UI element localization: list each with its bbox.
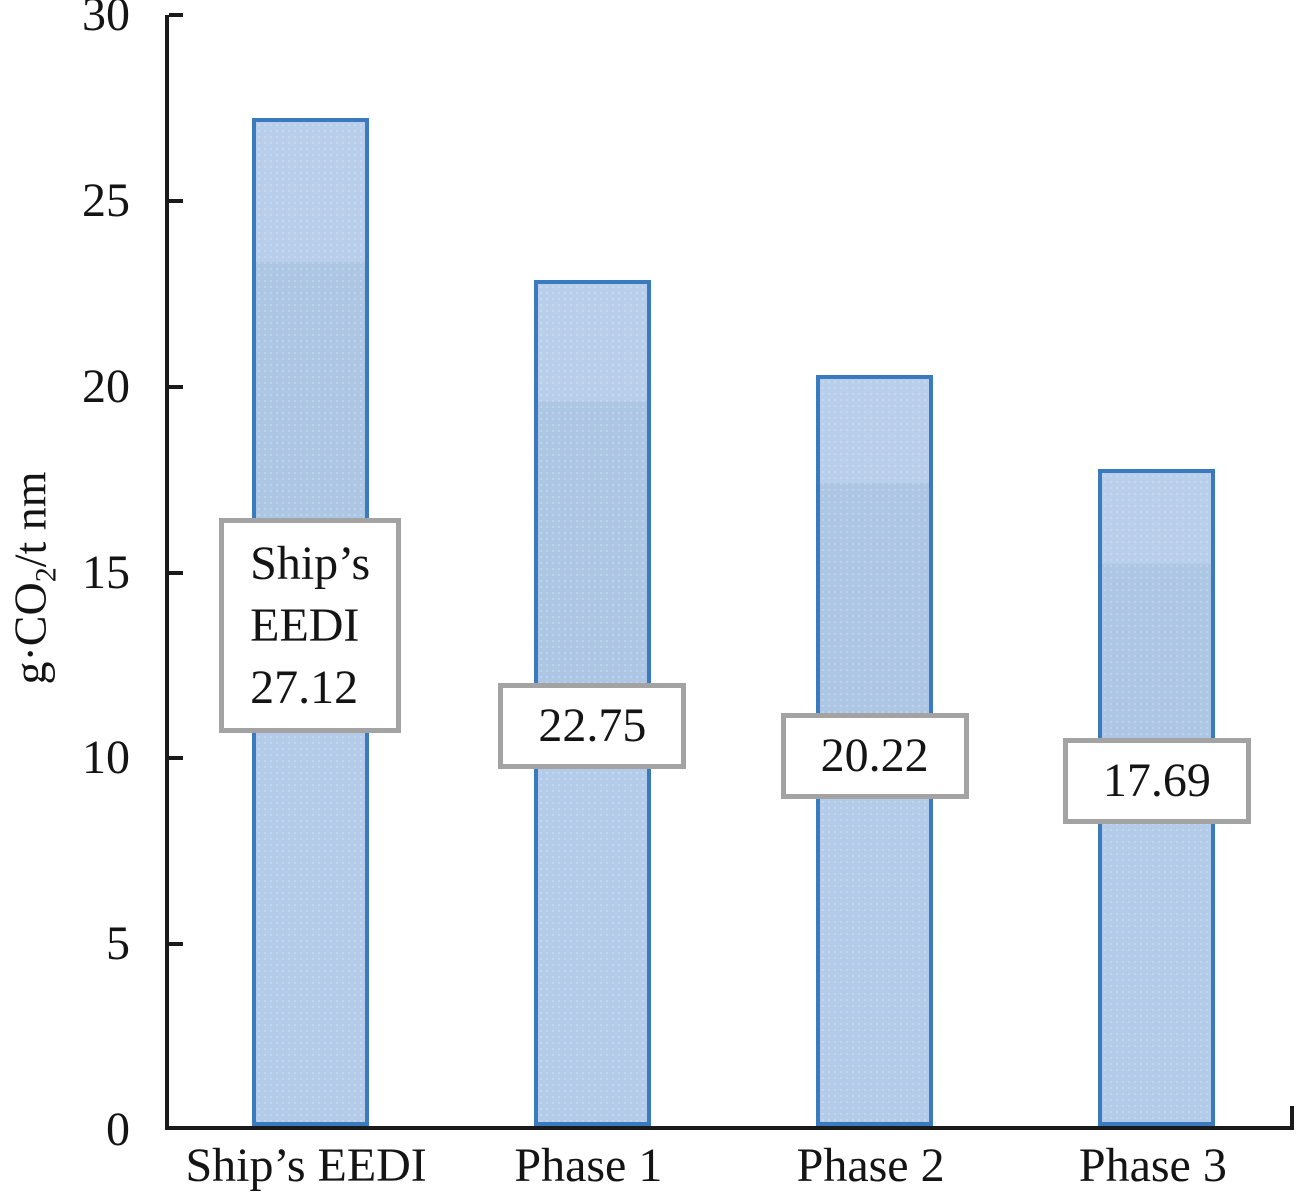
- y-tick-label-5: 5: [106, 917, 130, 971]
- y-tick-label-10: 10: [82, 731, 130, 785]
- y-tick-label-30: 30: [82, 0, 130, 41]
- x-category-label-phase-2: Phase 2: [796, 1139, 945, 1192]
- x-category-label-phase-1: Phase 1: [514, 1139, 663, 1192]
- y-tick-mark-20: [169, 384, 183, 389]
- data-label-text: EEDI: [250, 598, 360, 652]
- data-label-text: 27.12: [250, 660, 359, 714]
- data-label-box-ship-s-eedi: Ship’s EEDI 27.12: [219, 518, 402, 734]
- y-tick-label-15: 15: [82, 545, 130, 599]
- data-label-box-phase-2: 20.22: [780, 713, 969, 800]
- data-label-text: 17.69: [1102, 753, 1211, 807]
- data-label-text: 22.75: [538, 698, 647, 752]
- y-tick-mark-5: [169, 942, 183, 947]
- y-tick-mark-25: [169, 198, 183, 203]
- data-label-box-phase-1: 22.75: [498, 682, 687, 769]
- y-tick-label-25: 25: [82, 173, 130, 227]
- data-label-text: 20.22: [820, 729, 929, 783]
- x-category-label-phase-3: Phase 3: [1078, 1139, 1227, 1192]
- y-tick-label-20: 20: [82, 359, 130, 413]
- plot-area: Ship’s EEDI 27.12 22.75 20.22 17.69: [165, 13, 1294, 1130]
- y-tick-mark-10: [169, 756, 183, 761]
- y-tick-mark-15: [169, 570, 183, 575]
- y-tick-mark-30: [169, 13, 183, 17]
- data-label-text: Ship’s: [250, 536, 371, 590]
- x-category-label-ship-s-eedi: Ship’s EEDI: [185, 1139, 427, 1192]
- data-label-box-phase-3: 17.69: [1062, 737, 1251, 824]
- x-axis-end-tick: [1290, 1106, 1294, 1126]
- y-tick-label-0: 0: [106, 1103, 130, 1156]
- y-axis-title-prefix: g·CO: [4, 582, 56, 685]
